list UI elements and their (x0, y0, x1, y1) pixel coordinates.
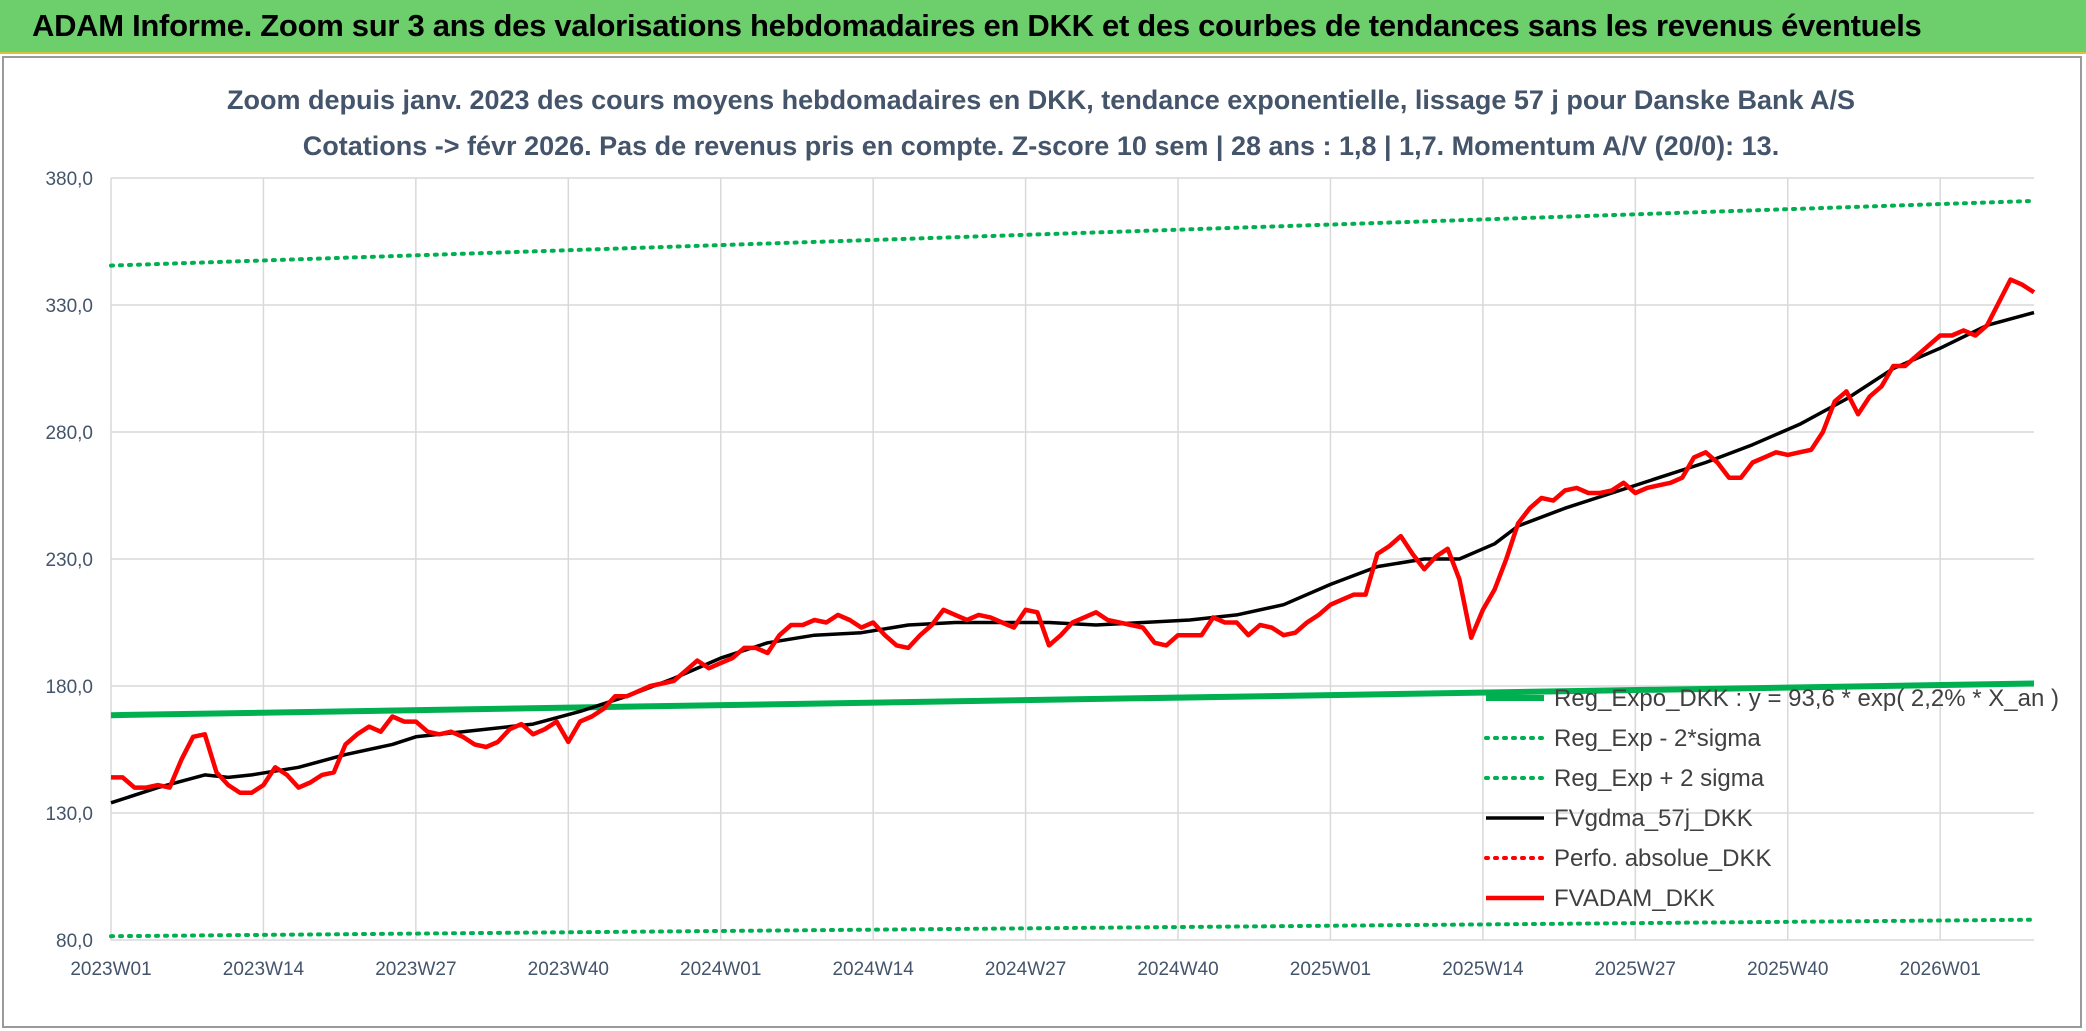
legend-entry: Reg_Exp + 2 sigma (1554, 765, 1765, 792)
x-tick-label: 2025W27 (1595, 959, 1676, 980)
legend-entry: FVADAM_DKK (1554, 885, 1715, 912)
x-tick-label: 2023W27 (375, 959, 456, 980)
series-line-fvadam-dkk (111, 277, 2036, 795)
chart-canvas: Zoom depuis janv. 2023 des cours moyens … (45, 85, 2059, 980)
x-tick-label: 2023W01 (70, 959, 151, 980)
x-tick-label: 2023W14 (223, 959, 305, 980)
legend-entry: Perfo. absolue_DKK (1554, 845, 1771, 872)
x-tick-label: 2024W01 (680, 959, 761, 980)
series-line-reg-expo-dkk-y-93-6-exp-2-2-x-an (110, 680, 2035, 719)
x-axis: 2023W01 2023W14 2023W27 2023W40 2024W01 2024W… (70, 959, 1981, 980)
x-tick-label: 2025W14 (1442, 959, 1524, 980)
x-tick-label: 2025W01 (1290, 959, 1371, 980)
chart-series (109, 198, 2036, 939)
series-line-reg-exp-2-sigma (109, 198, 2036, 268)
y-tick-label: 130,0 (45, 804, 93, 825)
chart-title-line1: Zoom depuis janv. 2023 des cours moyens … (227, 85, 1855, 115)
y-tick-label: 280,0 (45, 423, 93, 444)
x-tick-label: 2026W01 (1900, 959, 1981, 980)
y-tick-label: 180,0 (45, 677, 93, 698)
chart-legend: Reg_Expo_DKK : y = 93,6 * exp( 2,2% * X_… (1484, 685, 2059, 912)
x-tick-label: 2024W14 (832, 959, 914, 980)
y-axis: 80,0 130,0 180,0 230,0 280,0 330,0 380,0 (45, 169, 93, 952)
y-tick-label: 330,0 (45, 296, 93, 317)
series-line-reg-exp-2-sigma (109, 917, 2036, 939)
y-tick-label: 80,0 (56, 931, 93, 952)
legend-entry: FVgdma_57j_DKK (1554, 805, 1753, 832)
x-tick-label: 2023W40 (528, 959, 609, 980)
y-tick-label: 230,0 (45, 550, 93, 571)
x-tick-label: 2025W40 (1747, 959, 1828, 980)
chart-frame: Zoom depuis janv. 2023 des cours moyens … (2, 56, 2082, 1028)
legend-entry: Reg_Exp - 2*sigma (1554, 725, 1761, 752)
chart-grid (110, 177, 2034, 941)
report-title: ADAM Informe. Zoom sur 3 ans des valoris… (32, 8, 1922, 43)
y-tick-label: 380,0 (45, 169, 93, 190)
chart-title-line2: Cotations -> févr 2026. Pas de revenus p… (303, 131, 1779, 161)
legend-entry: Reg_Expo_DKK : y = 93,6 * exp( 2,2% * X_… (1554, 685, 2059, 712)
x-tick-label: 2024W27 (985, 959, 1066, 980)
report-banner: ADAM Informe. Zoom sur 3 ans des valoris… (0, 0, 2086, 54)
x-tick-label: 2024W40 (1137, 959, 1218, 980)
